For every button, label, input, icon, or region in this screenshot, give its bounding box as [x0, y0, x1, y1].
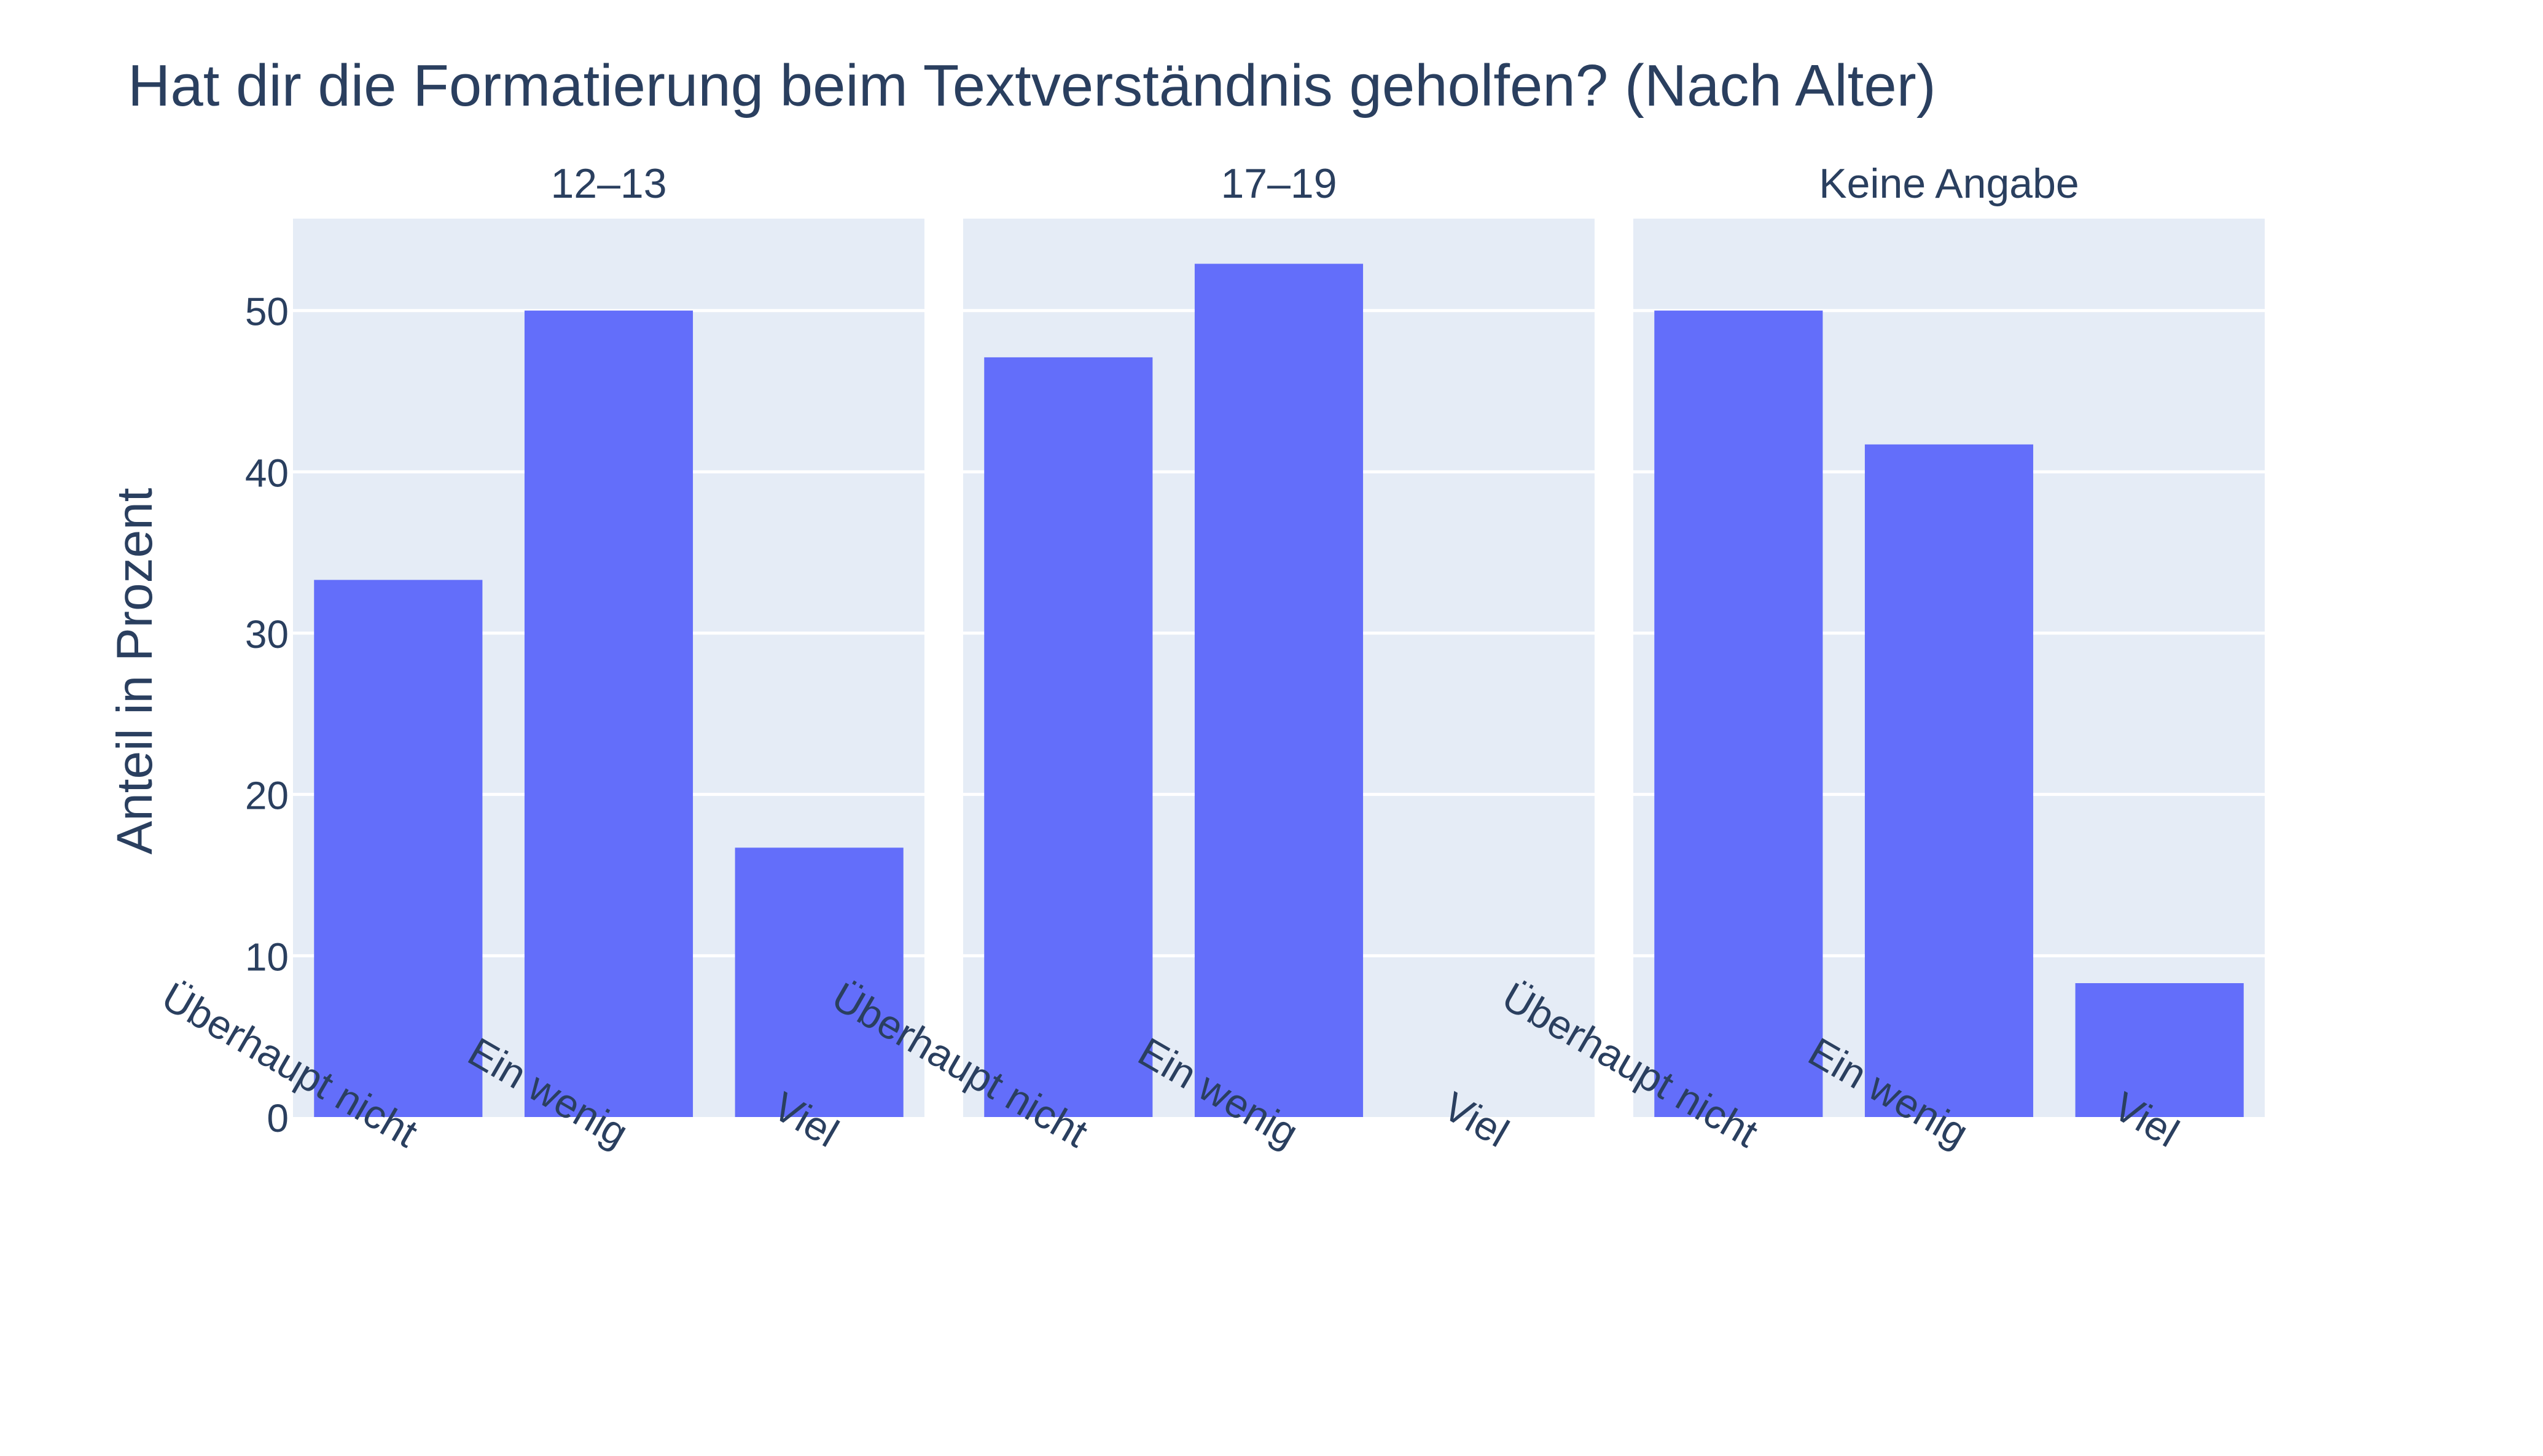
panel-title: 17–19	[1221, 160, 1337, 207]
bar[interactable]	[524, 310, 693, 1117]
bar[interactable]	[984, 357, 1153, 1118]
bar[interactable]	[1864, 444, 2034, 1117]
y-axis-label: Anteil in Prozent	[107, 488, 163, 854]
panel-title: Keine Angabe	[1819, 160, 2079, 207]
bar[interactable]	[735, 847, 904, 1117]
y-tick-label: 10	[245, 935, 289, 979]
y-tick-label: 20	[245, 774, 289, 818]
y-tick-label: 40	[245, 451, 289, 495]
bar[interactable]	[314, 580, 483, 1117]
y-tick-label: 0	[267, 1096, 289, 1140]
bar[interactable]	[2075, 983, 2244, 1117]
y-tick-label: 30	[245, 612, 289, 656]
y-tick-label: 50	[245, 290, 289, 334]
bar[interactable]	[1654, 310, 1823, 1117]
chart-title: Hat dir die Formatierung beim Textverstä…	[128, 53, 1936, 119]
panel-title: 12–13	[550, 160, 666, 207]
bar[interactable]	[1194, 263, 1364, 1118]
